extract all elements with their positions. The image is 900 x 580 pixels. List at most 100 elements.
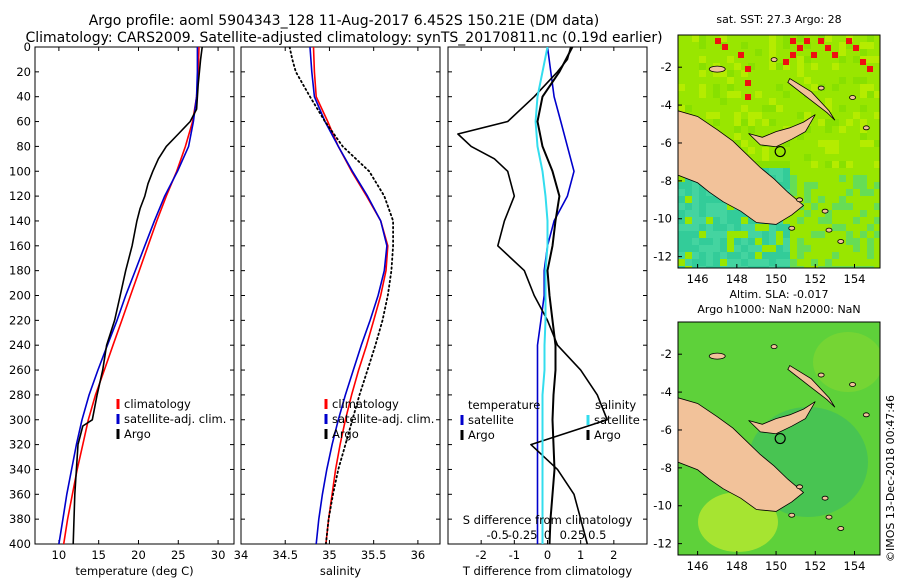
sst-cell — [811, 161, 818, 168]
title-line-2: Climatology: CARS2009. Satellite-adjuste… — [25, 30, 662, 46]
sst-cell — [853, 77, 860, 84]
y-tick-label: 140 — [9, 214, 31, 228]
y-tick-label: 360 — [9, 487, 31, 501]
missing-data-cell — [797, 45, 803, 51]
map-title: Altim. SLA: -0.017 — [729, 288, 828, 301]
manus-island — [708, 65, 726, 73]
sst-cell — [846, 42, 853, 49]
sst-cell — [874, 231, 880, 238]
y-tick-label: 160 — [9, 239, 31, 253]
sst-cell — [755, 231, 762, 238]
x-tick-label: 36 — [411, 548, 426, 562]
sst-cell — [678, 217, 685, 224]
sst-cell — [846, 238, 853, 245]
sst-cell — [769, 42, 776, 49]
sst-cell — [832, 252, 839, 259]
x-tick-label: -2 — [475, 548, 486, 562]
sst-cell — [797, 238, 804, 245]
sst-cell — [748, 126, 755, 133]
sst-cell — [685, 231, 692, 238]
sst-cell — [783, 231, 790, 238]
sst-cell — [734, 112, 741, 119]
sst-cell — [755, 259, 762, 266]
sst-cell — [853, 217, 860, 224]
sst-cell — [797, 56, 804, 63]
sst-cell — [783, 168, 790, 175]
x-tick-label: 15 — [91, 548, 106, 562]
sst-cell — [678, 231, 685, 238]
sst-cell — [818, 196, 825, 203]
y-tick-label: 60 — [16, 115, 31, 129]
y-tick-label: 40 — [16, 90, 31, 104]
sst-cell — [839, 161, 846, 168]
sst-cell — [811, 203, 818, 210]
small-island — [837, 526, 845, 531]
sst-cell — [839, 49, 846, 56]
sst-cell — [685, 259, 692, 266]
lon-tick-label: 152 — [804, 559, 826, 573]
x-tick-label: 20 — [131, 548, 146, 562]
sst-cell — [762, 252, 769, 259]
small-island — [817, 85, 825, 91]
lon-tick-label: 154 — [844, 272, 866, 286]
sst-cell — [692, 35, 699, 42]
sst-cell — [776, 224, 783, 231]
sst-cell — [678, 84, 685, 91]
sst-cell — [734, 259, 741, 266]
sst-cell — [713, 210, 720, 217]
sst-cell — [720, 70, 727, 77]
sst-cell — [846, 266, 853, 268]
sst-cell — [853, 266, 860, 268]
sst-cell — [797, 252, 804, 259]
sst-cell — [811, 231, 818, 238]
sst-cell — [818, 266, 825, 268]
missing-data-cell — [846, 38, 852, 44]
sst-cell — [678, 105, 685, 112]
sst-cell — [832, 140, 839, 147]
sst-cell — [748, 266, 755, 268]
sst-cell — [867, 224, 874, 231]
sst-cell — [867, 140, 874, 147]
missing-data-cell — [722, 44, 728, 50]
sst-cell — [853, 245, 860, 252]
sst-cell — [860, 175, 867, 182]
sst-cell — [720, 245, 727, 252]
sst-cell — [769, 231, 776, 238]
sst-cell — [699, 210, 706, 217]
plot-frame — [240, 46, 441, 545]
map-title: sat. SST: 27.3 Argo: 28 — [716, 13, 841, 26]
sst-cell — [776, 168, 783, 175]
sst-cell — [867, 238, 874, 245]
sst-cell — [832, 161, 839, 168]
sst-cell — [720, 224, 727, 231]
legend-label: Argo — [124, 427, 151, 441]
sst-cell — [734, 266, 741, 268]
x-tick-label: 34.5 — [272, 548, 298, 562]
sst-cell — [713, 224, 720, 231]
sst-cell — [741, 245, 748, 252]
sst-cell — [804, 196, 811, 203]
sst-cell — [713, 217, 720, 224]
small-island — [770, 57, 778, 63]
credit-text: ©IMOS 13-Dec-2018 00:47:46 — [884, 395, 897, 562]
sst-cell — [769, 63, 776, 70]
sst-cell — [804, 189, 811, 196]
sst-cell — [706, 210, 713, 217]
lon-tick-label: 150 — [765, 272, 787, 286]
sst-cell — [825, 266, 832, 268]
sst-cell — [692, 245, 699, 252]
sst-cell — [874, 91, 880, 98]
sst-cell — [748, 259, 755, 266]
y-tick-label: 300 — [9, 413, 31, 427]
sst-cell — [776, 252, 783, 259]
sst-cell — [678, 189, 685, 196]
sst-cell — [699, 35, 706, 42]
missing-data-cell — [745, 66, 751, 72]
series-line-climatology — [62, 47, 200, 544]
lon-tick-label: 150 — [765, 559, 787, 573]
sst-cell — [706, 196, 713, 203]
sst-cell — [797, 63, 804, 70]
sst-cell — [734, 119, 741, 126]
sst-cell — [755, 112, 762, 119]
sst-cell — [804, 182, 811, 189]
